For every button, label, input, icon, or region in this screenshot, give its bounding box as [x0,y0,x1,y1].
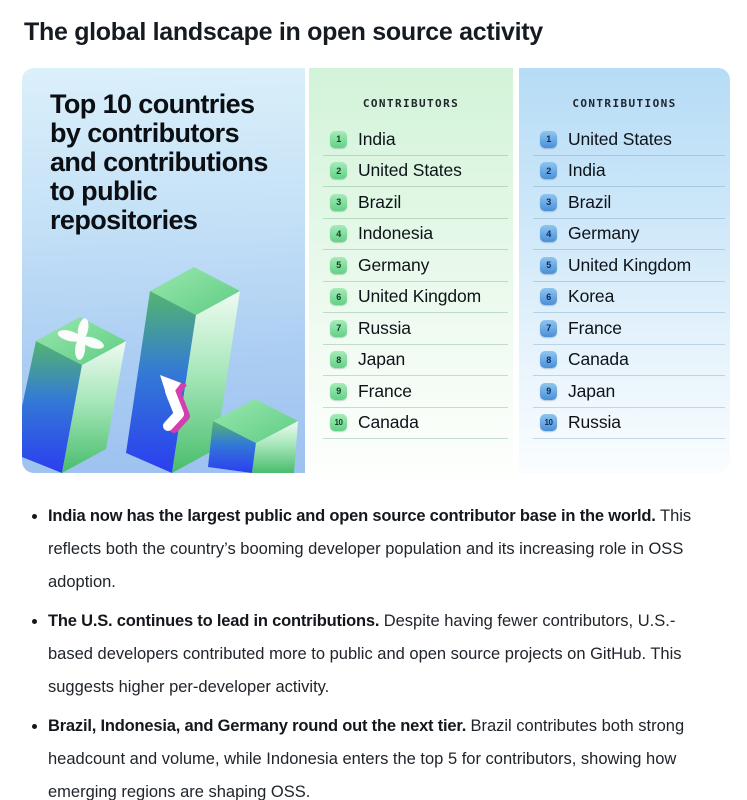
country-label: Indonesia [358,223,433,244]
rank-badge: 4 [540,225,557,243]
bullet-dot-icon [32,514,37,519]
rank-badge: 3 [330,193,347,211]
rank-badge: 4 [330,225,347,243]
rank-badge: 9 [540,382,557,400]
ranking-row: 1 India [323,124,508,156]
country-label: Japan [358,349,406,370]
ranking-row: 2 United States [323,156,508,187]
bullet-dot-icon [32,724,37,729]
ranking-row: 10 Canada [323,408,508,439]
bullet-dot-icon [32,619,37,624]
country-label: United Kingdom [358,286,482,307]
rank-badge: 9 [330,382,347,400]
rank-badge: 8 [540,351,557,369]
contributions-list: 1 United States 2 India 3 Brazil 4 Germany 5 Unit… [519,124,730,439]
contributions-panel: CONTRIBUTIONS 1 United States 2 India 3 Brazi… [519,68,730,473]
ranking-row: 9 France [323,376,508,408]
ranking-row: 6 United Kingdom [323,282,508,313]
rank-badge: 8 [330,351,347,369]
top10-infographic-card: Top 10 countries by contributors and con… [22,68,730,473]
rank-badge: 5 [330,256,347,274]
bullet-text: This reflects both the country’s booming… [48,507,692,591]
country-label: United Kingdom [568,254,692,275]
ranking-row: 8 Japan [323,345,508,376]
headline-panel: Top 10 countries by contributors and con… [22,68,305,473]
insight-notes: India now has the largest public and ope… [24,500,707,800]
ranking-row: 7 Russia [323,313,508,345]
country-label: Brazil [568,191,612,212]
bullet-lead: Brazil, Indonesia, and Germany round out… [48,717,471,735]
rank-badge: 5 [540,256,557,274]
country-label: Germany [358,254,430,275]
bullet-text: Brazil contributes both strong headcount… [48,717,685,800]
rank-badge: 1 [330,130,347,148]
ranking-row: 3 Brazil [323,187,508,219]
merge-arrow-icon [160,375,190,433]
rank-badge: 7 [540,319,557,337]
rank-badge: 3 [540,193,557,211]
rank-badge: 2 [540,162,557,180]
contributors-list: 1 India 2 United States 3 Brazil 4 Indonesia 5 Ge… [309,124,513,439]
ranking-row: 8 Canada [533,345,725,376]
contributions-header: CONTRIBUTIONS [572,97,677,110]
ranking-row: 10 Russia [533,408,725,439]
country-label: Russia [358,317,411,338]
rank-badge: 2 [330,162,347,180]
bullet-item: India now has the largest public and ope… [24,500,707,599]
bullet-lead: India now has the largest public and ope… [48,507,660,525]
bar-3d [208,399,298,473]
country-label: Brazil [358,191,402,212]
rank-badge: 1 [540,130,557,148]
bar-3d [22,317,126,473]
contributors-panel: CONTRIBUTORS 1 India 2 United States 3 Brazil… [309,68,513,473]
rank-badge: 6 [540,288,557,306]
country-label: France [568,317,622,338]
country-label: India [568,160,606,181]
rank-badge: 6 [330,288,347,306]
bullet-item: The U.S. continues to lead in contributi… [24,605,707,704]
ranking-row: 5 Germany [323,250,508,282]
ranking-row: 9 Japan [533,376,725,408]
ranking-row: 7 France [533,313,725,345]
ranking-row: 5 United Kingdom [533,250,725,282]
country-label: Russia [568,412,621,433]
ranking-row: 1 United States [533,124,725,156]
ranking-row: 2 India [533,156,725,187]
card-headline: Top 10 countries by contributors and con… [50,89,268,235]
bullet-item: Brazil, Indonesia, and Germany round out… [24,710,707,800]
country-label: Germany [568,223,640,244]
country-label: Canada [358,412,419,433]
bullet-lead: The U.S. continues to lead in contributi… [48,612,384,630]
ranking-row: 4 Indonesia [323,219,508,250]
country-label: France [358,380,412,401]
country-label: India [358,128,396,149]
rank-badge: 10 [330,414,347,432]
ranking-row: 3 Brazil [533,187,725,219]
flower-icon [57,318,104,360]
country-label: United States [568,128,672,149]
bullet-text: Despite having fewer contributors, U.S.-… [48,612,682,696]
rank-badge: 10 [540,414,557,432]
rank-badge: 7 [330,319,347,337]
country-label: Korea [568,286,615,307]
ranking-row: 4 Germany [533,219,725,250]
country-label: Japan [568,380,616,401]
country-label: Canada [568,349,629,370]
contributors-header: CONTRIBUTORS [362,97,460,110]
page-title: The global landscape in open source acti… [24,18,543,46]
bar-3d-illustration [22,267,298,473]
country-label: United States [358,160,462,181]
ranking-row: 6 Korea [533,282,725,313]
